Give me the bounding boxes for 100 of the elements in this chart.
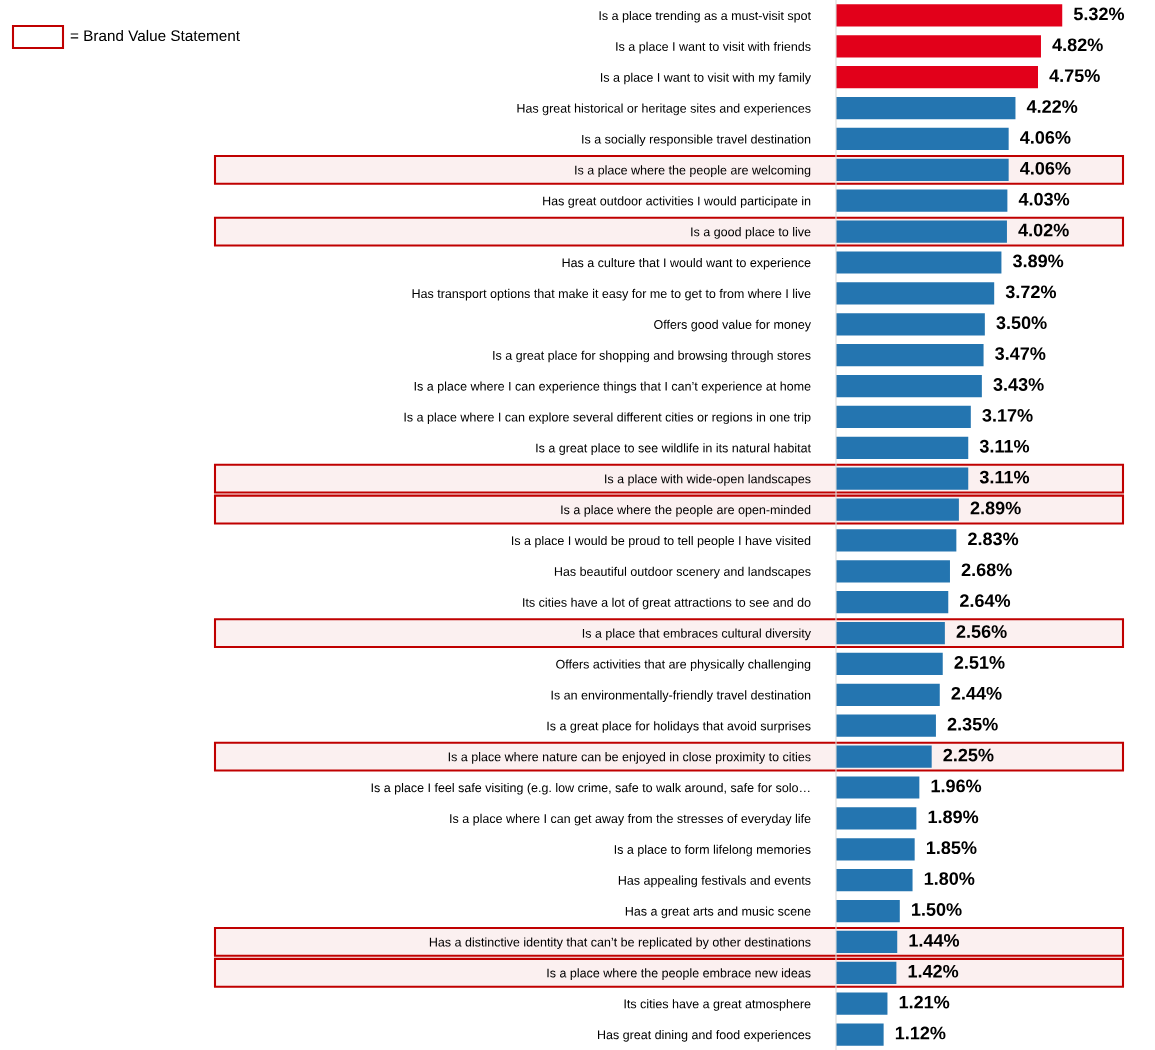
bar [836,158,1009,181]
y-tick-label: Has great historical or heritage sites and experiences [517,103,811,116]
data-label: 3.43% [993,378,1044,391]
y-tick-label: Is a place where I can get away from the stresses of everyday life [450,813,811,826]
y-tick-label: Has transport options that make it easy for me to get to from where I live [412,288,811,301]
y-tick-label: Is a great place for holidays that avoid surprises [547,721,811,733]
data-label: 3.11% [979,439,1030,453]
data-label: 4.82% [1052,38,1103,52]
data-label: 3.89% [1012,254,1064,268]
bar [836,591,949,614]
data-label: 4.02% [1018,223,1069,237]
bar [836,251,1002,274]
bar [836,282,995,305]
data-label: 1.50% [912,903,962,916]
bar [836,35,1041,58]
data-label: 3.72% [1005,285,1057,299]
bar [836,776,920,799]
y-tick-label: Is a socially responsible travel destination [582,134,811,147]
bar [836,405,971,429]
bar [836,374,982,398]
bar [836,344,984,367]
y-tick-label: Has appealing festivals and events [618,875,811,888]
bar [836,838,915,861]
bar [836,807,917,830]
y-tick-label: Is a place where nature can be enjoyed in close proximity to cities [448,752,811,764]
bar [836,683,940,706]
y-tick-label: Has a great arts and music scene [625,906,811,919]
bar [836,127,1009,151]
data-label: 3.17% [982,408,1033,422]
bar [836,899,900,923]
y-tick-label: Its cities have a lot of great attractions to see and do [523,597,811,610]
y-tick-label: Has a distinctive identity that can’t be replicated by other destinations [429,937,811,950]
bar [836,436,969,459]
data-label: 3.50% [996,316,1047,330]
y-tick-label: Has a culture that I would want to experience [562,257,811,270]
bar [836,220,1007,243]
y-tick-label: Is a place where I can explore several different cities or regions in one trip [404,412,811,425]
y-tick-label: Is a place to form lifelong memories [614,844,811,857]
data-label: 1.96% [931,779,982,793]
bar [836,930,898,954]
y-tick-label: Is a place where I can experience things that I can’t experience at home [414,381,811,394]
y-tick-label: Its cities have a great atmosphere [624,999,811,1011]
bar [836,621,945,645]
bar [836,745,932,768]
y-tick-label: Is a place where the people are open-minded [561,505,811,517]
y-tick-label: Is a place where the people embrace new ideas [547,968,811,980]
bar [836,4,1063,27]
y-tick-label: Is a good place to live [691,227,811,239]
data-label: 4.06% [1020,131,1071,144]
y-tick-label: Is a place that embraces cultural diversity [582,628,811,641]
data-label: 5.32% [1073,7,1125,21]
data-label: 2.89% [970,501,1021,515]
data-label: 2.51% [954,656,1005,669]
data-label: 2.64% [960,594,1011,608]
y-tick-label: Is an environmentally-friendly travel destination [551,690,811,702]
bar [836,652,943,676]
data-label: 1.85% [926,841,977,855]
data-label: 3.11% [979,470,1030,484]
y-tick-label: Offers activities that are physically challenging [556,659,811,672]
y-tick-label: Is a great place for shopping and browsing through stores [493,350,811,363]
bar [836,1023,884,1046]
y-tick-label: Has great dining and food experiences [598,1030,811,1042]
bar [836,96,1016,120]
bar [836,529,957,552]
data-label: 4.22% [1026,100,1078,113]
data-label: 3.47% [995,347,1046,361]
data-label: 1.89% [928,810,979,824]
data-label: 2.56% [956,625,1007,638]
bar [836,313,985,336]
y-tick-label: Has great outdoor activities I would participate in [543,196,811,208]
y-tick-label: Is a place trending as a must-visit spot [599,10,811,23]
text: = Brand Value Statement [70,29,240,42]
y-tick-label: Is a place with wide-open landscapes [605,474,811,486]
y-tick-label: Offers good value for money [654,319,811,332]
data-label: 2.25% [943,748,994,762]
data-label: 1.80% [924,872,975,885]
data-label: 2.35% [947,717,998,731]
y-tick-label: Has beautiful outdoor scenery and landscapes [554,566,811,579]
y-tick-label: Is a place I want to visit with friends [616,41,811,54]
data-label: 1.44% [909,934,960,947]
bar [836,714,936,737]
bar [836,467,969,490]
y-tick-label: Is a place where the people are welcoming [575,165,811,177]
bar [836,189,1008,212]
data-label: 4.03% [1018,192,1070,206]
data-label: 1.42% [908,964,959,978]
data-label: 2.44% [951,686,1002,700]
data-label: 2.68% [961,563,1012,577]
bar [836,992,888,1015]
y-tick-label: Is a great place to see wildlife in its natural habitat [536,443,811,455]
data-label: 2.83% [968,532,1019,546]
data-label: 4.06% [1020,161,1071,175]
bar [836,560,950,583]
y-tick-label: Is a place I want to visit with my family [600,72,811,85]
data-label: 4.75% [1049,69,1100,83]
data-label: 1.21% [899,995,950,1009]
y-tick-label: Is a place I would be proud to tell people I have visited [511,535,811,548]
data-label: 1.12% [895,1026,946,1040]
bar [836,498,959,521]
bar [836,961,897,984]
